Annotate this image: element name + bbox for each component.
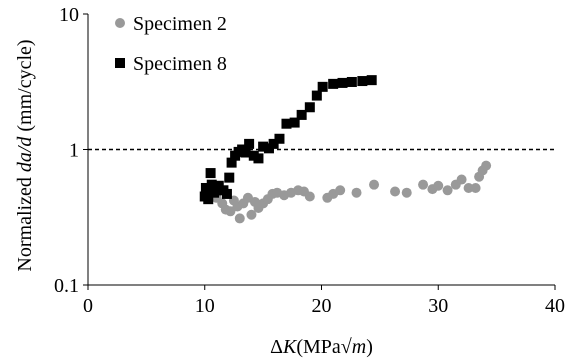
x-tick-label: 40 (545, 295, 565, 317)
legend-item: Specimen 8 (115, 53, 227, 75)
data-point-square (258, 141, 269, 152)
y-tick-label: 1 (69, 140, 79, 162)
series-1 (203, 160, 492, 224)
data-point-square (281, 118, 292, 129)
data-point-square (206, 179, 217, 190)
y-tick-label: 10 (59, 4, 79, 26)
data-point-circle (390, 186, 401, 197)
data-point-circle (351, 187, 362, 198)
data-point-square (311, 90, 322, 101)
data-point-circle (335, 185, 346, 196)
data-point-circle (369, 179, 380, 190)
legend-label: Specimen 2 (133, 13, 227, 35)
data-point-square (289, 117, 300, 128)
x-axis-title: ΔK(MPa√m) (270, 336, 373, 358)
axes: 0.1 1 10 0 10 20 30 40 ΔK(MPa√m) Normalized da/d … (14, 4, 565, 358)
data-point-circle (442, 185, 453, 196)
x-tick-label: 10 (195, 295, 215, 317)
legend: Specimen 2 Specimen 8 (115, 13, 227, 75)
data-point-circle (481, 160, 492, 171)
data-point-square (366, 75, 377, 86)
legend-marker-circle (115, 18, 125, 28)
data-point-square (337, 77, 348, 88)
data-point-square (205, 168, 216, 179)
data-point-circle (304, 191, 315, 202)
data-point-square (200, 182, 211, 193)
series-2 (199, 75, 377, 205)
data-point-square (328, 78, 339, 89)
data-point-circle (456, 174, 467, 185)
data-point-square (221, 188, 232, 199)
data-point-square (226, 157, 237, 168)
x-tick-label: 20 (312, 295, 332, 317)
data-point-square (346, 76, 357, 87)
legend-item: Specimen 2 (115, 13, 227, 35)
x-tick-label: 30 (428, 295, 448, 317)
data-point-square (244, 138, 255, 149)
data-point-square (268, 138, 279, 149)
data-point-circle (246, 209, 257, 220)
data-point-square (274, 133, 285, 144)
plot-area (88, 75, 555, 224)
data-point-square (317, 81, 328, 92)
x-tick-label: 0 (83, 295, 93, 317)
y-tick-label: 0.1 (54, 275, 79, 297)
data-point-circle (418, 179, 429, 190)
data-point-square (203, 194, 214, 205)
legend-label: Specimen 8 (133, 53, 227, 75)
data-point-square (224, 172, 235, 183)
data-point-square (296, 109, 307, 120)
data-point-circle (470, 182, 481, 193)
data-point-square (357, 76, 368, 87)
data-point-circle (225, 206, 236, 217)
data-point-square (253, 153, 264, 164)
data-point-square (304, 102, 315, 113)
data-point-circle (234, 213, 245, 224)
y-axis-title: Normalized da/d (mm/cycle) (14, 39, 36, 271)
legend-marker-square (115, 58, 125, 68)
data-point-square (240, 147, 251, 158)
data-point-circle (401, 187, 412, 198)
data-point-circle (433, 180, 444, 191)
data-point-circle (463, 182, 474, 193)
